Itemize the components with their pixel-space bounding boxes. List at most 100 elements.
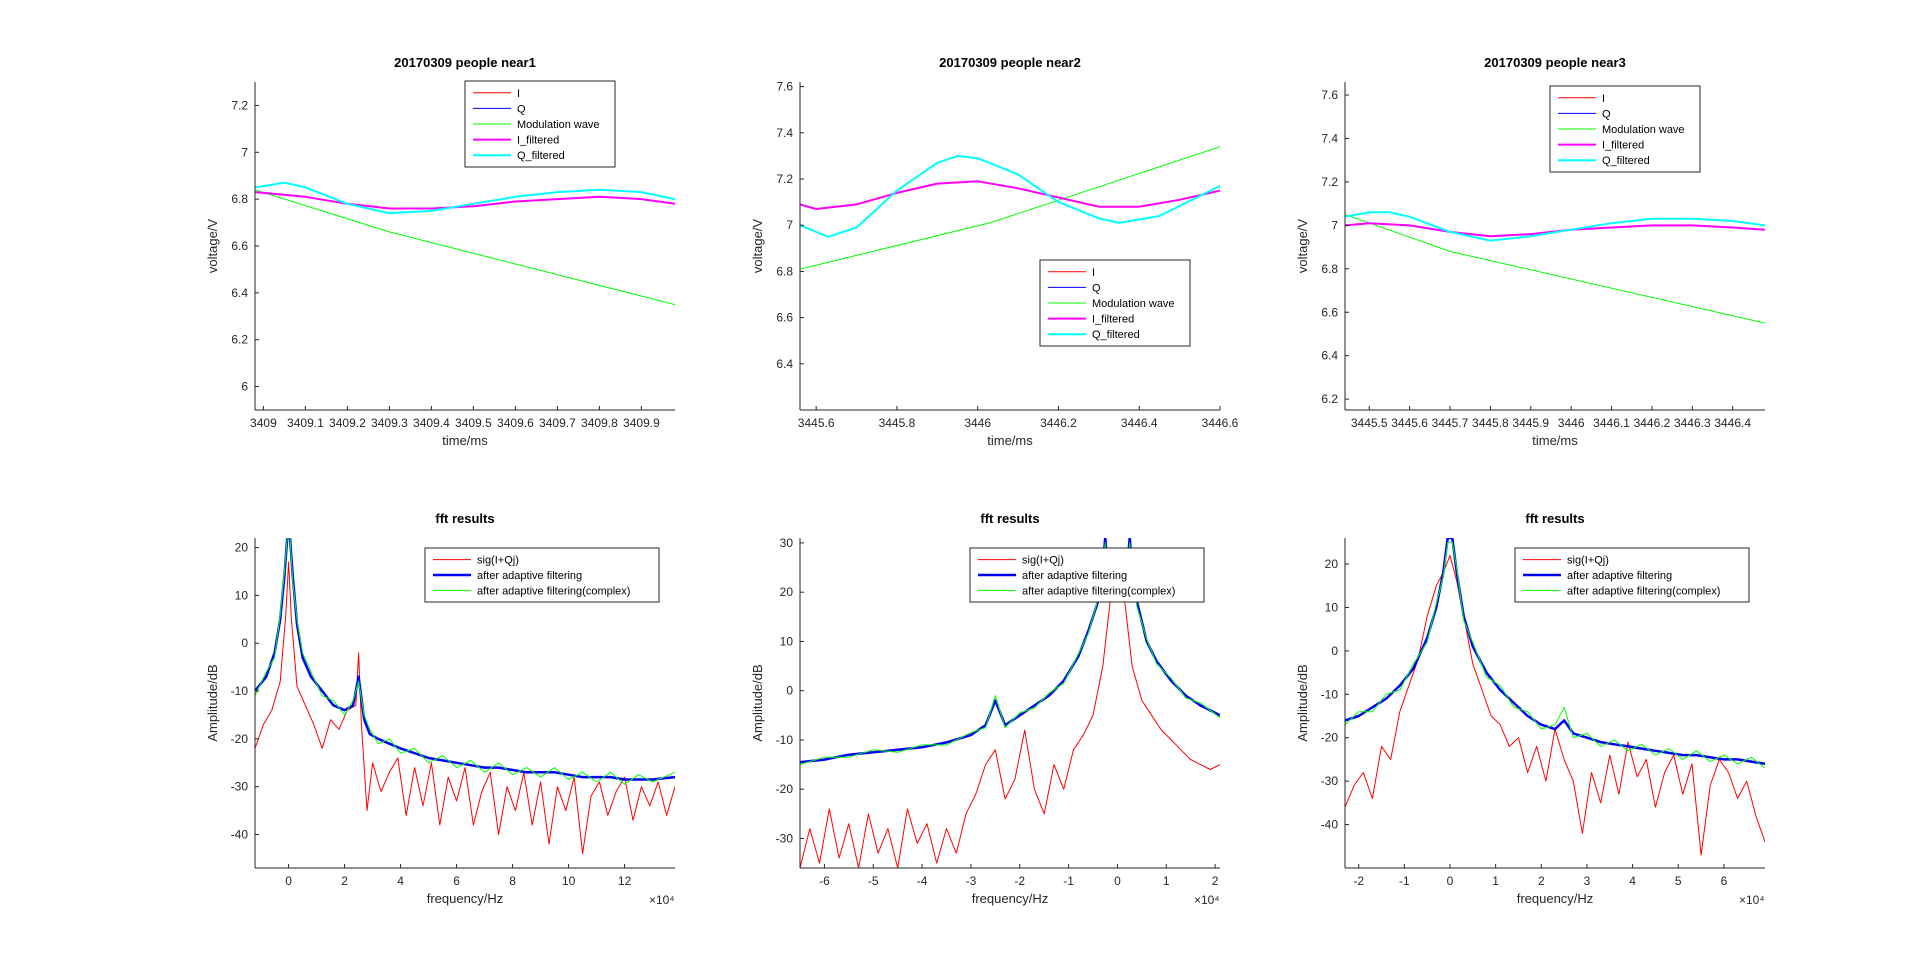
y-tick-label: -30 [776, 831, 794, 845]
y-tick-label: -20 [1321, 731, 1339, 745]
series-line-sig [800, 581, 1220, 868]
x-tick-label: 3409.2 [329, 416, 366, 430]
subplot-time2: 3445.6 3445.8 3446 3446.2 3446.4 3446.6 6.4 6.6… [750, 55, 1239, 448]
y-tick-label: 6.6 [231, 239, 248, 253]
series-line-I_filtered [255, 191, 675, 210]
chart-title: fft results [980, 511, 1039, 526]
legend-entry: I_filtered [517, 135, 559, 147]
series-group [800, 538, 1220, 868]
y-tick-label: 7.2 [231, 98, 248, 112]
series-line-adaptive [1345, 538, 1765, 766]
x-tick-label: -6 [819, 874, 830, 888]
legend-entry: Q_filtered [1092, 329, 1140, 341]
plot-area [800, 82, 1220, 410]
legend: IQ Modulation wave I_filtered Q_filtered [1039, 259, 1191, 347]
x-tick-label: 12 [618, 874, 632, 888]
legend-entry: Modulation wave [1092, 298, 1175, 310]
subplot-time1: 3409 3409.1 3409.2 3409.3 3409.4 3409.5 3409.6… [205, 55, 675, 448]
x-tick-label: 3446.6 [1202, 416, 1239, 430]
y-tick-label: 7.4 [1321, 131, 1338, 145]
series-line-complex [255, 538, 675, 785]
x-tick-label: 3446.2 [1634, 416, 1671, 430]
x-tick-label: 3445.8 [879, 416, 916, 430]
y-tick-label: 7.6 [1321, 88, 1338, 102]
y-tick-label: 6.4 [1321, 349, 1338, 363]
legend-entry: Modulation wave [1602, 124, 1685, 136]
x-tick-label: -5 [868, 874, 879, 888]
x-tick-label: 3409 [250, 416, 277, 430]
legend-entry: I [517, 88, 520, 100]
x-tick-label: 3446.3 [1674, 416, 1711, 430]
x-tick-label: 3446.2 [1040, 416, 1077, 430]
y-tick-label: 6.4 [231, 286, 248, 300]
legend-entry: I [1092, 267, 1095, 279]
chart-title: 20170309 people near1 [394, 55, 536, 70]
x-tick-label: 6 [1721, 874, 1728, 888]
x-tick-label: 3409.3 [371, 416, 408, 430]
y-axis-label: Amplitude/dB [750, 664, 765, 741]
x-tick-label: 5 [1675, 874, 1682, 888]
x-tick-label: 3446 [964, 416, 991, 430]
series-group [800, 146, 1220, 270]
y-tick-label: 7 [241, 145, 248, 159]
x-tick-label: 3445.8 [1472, 416, 1509, 430]
y-tick-label: 10 [1325, 600, 1339, 614]
y-tick-label: 6.2 [1321, 392, 1338, 406]
x-axis-multiplier: ×10⁴ [649, 893, 675, 907]
y-tick-label: 10 [235, 588, 249, 602]
legend-entry: sig(I+Qj) [1022, 555, 1064, 567]
y-tick-label: -20 [231, 732, 249, 746]
x-axis-label: time/ms [442, 433, 488, 448]
x-tick-label: 3409.5 [455, 416, 492, 430]
legend-entry: after adaptive filtering(complex) [1567, 585, 1720, 597]
y-tick-label: 6.8 [776, 264, 793, 278]
y-tick-label: 6.6 [776, 311, 793, 325]
y-tick-label: 7.2 [776, 172, 793, 186]
x-tick-label: 3409.4 [413, 416, 450, 430]
y-tick-label: 30 [780, 536, 794, 550]
x-tick-label: -1 [1399, 874, 1410, 888]
series-line-Q_filtered [800, 154, 1220, 238]
y-tick-label: 6.4 [776, 357, 793, 371]
x-tick-label: 1 [1163, 874, 1170, 888]
x-tick-label: 3445.6 [1391, 416, 1428, 430]
subplot-fft1: 0 2 4 6 8 10 12 -40 -30 -20 -10 0 10 20 fft results fre… [205, 511, 675, 907]
legend-entry: Q_filtered [517, 150, 565, 162]
y-tick-label: 6.8 [231, 192, 248, 206]
x-tick-label: 3409.6 [497, 416, 534, 430]
x-tick-label: 3445.6 [798, 416, 835, 430]
subplot-time3: 3445.5 3445.6 3445.7 3445.8 3445.9 3446 3446.1… [1295, 55, 1765, 448]
y-tick-label: 6.6 [1321, 305, 1338, 319]
x-tick-label: 1 [1492, 874, 1499, 888]
x-tick-label: 4 [1629, 874, 1636, 888]
x-tick-label: -2 [1353, 874, 1364, 888]
y-axis-label: voltage/V [750, 219, 765, 274]
series-line-mod [1345, 214, 1765, 324]
y-tick-label: 20 [1325, 557, 1339, 571]
x-tick-label: 3446.4 [1714, 416, 1751, 430]
y-tick-label: 7.4 [776, 126, 793, 140]
legend: sig(I+Qj) after adaptive filtering after a… [1514, 547, 1750, 603]
x-tick-label: 3445.5 [1351, 416, 1388, 430]
legend: IQ Modulation wave I_filtered Q_filtered [1549, 85, 1701, 173]
y-axis-label: voltage/V [1295, 219, 1310, 274]
y-tick-label: 20 [780, 585, 794, 599]
legend-entry: after adaptive filtering [477, 570, 582, 582]
y-tick-label: 0 [1331, 644, 1338, 658]
y-tick-label: -30 [1321, 774, 1339, 788]
x-tick-label: 2 [1212, 874, 1219, 888]
legend-entry: sig(I+Qj) [477, 555, 519, 567]
legend-entry: Modulation wave [517, 119, 600, 131]
x-axis-label: frequency/Hz [427, 891, 504, 906]
legend-entry: after adaptive filtering(complex) [1022, 585, 1175, 597]
legend-entry: Q_filtered [1602, 155, 1650, 167]
y-tick-label: 0 [786, 684, 793, 698]
y-tick-label: -10 [776, 733, 794, 747]
y-tick-label: 0 [241, 636, 248, 650]
legend-entry: Q [517, 103, 526, 115]
x-tick-label: 3445.7 [1432, 416, 1469, 430]
y-tick-label: 10 [780, 634, 794, 648]
